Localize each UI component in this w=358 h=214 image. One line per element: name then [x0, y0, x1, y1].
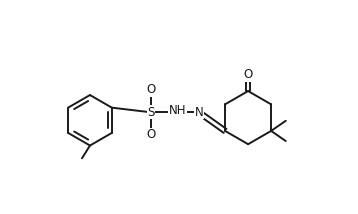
Text: O: O	[243, 68, 253, 81]
Text: O: O	[146, 128, 156, 141]
Text: S: S	[147, 106, 155, 119]
Text: N: N	[194, 106, 203, 119]
Text: O: O	[146, 83, 156, 96]
Text: NH: NH	[169, 104, 187, 117]
